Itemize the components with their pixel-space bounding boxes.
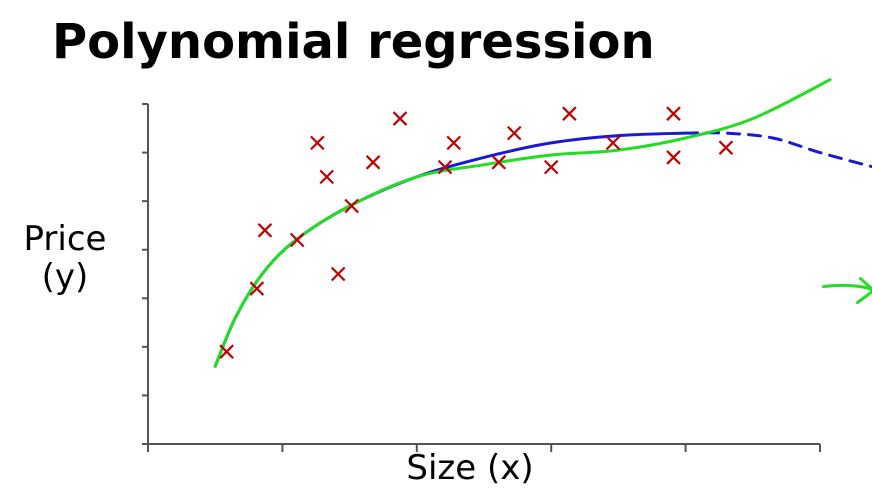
- data-point-stroke: [491, 155, 507, 170]
- data-point-stroke: [666, 106, 681, 121]
- data-point-marker: [437, 159, 453, 175]
- data-point-stroke: [257, 223, 273, 238]
- data-point-stroke: [437, 159, 453, 175]
- data-point-marker: [666, 150, 681, 165]
- data-point-stroke: [562, 106, 577, 121]
- data-point-stroke: [344, 198, 359, 214]
- data-point-marker: [666, 106, 681, 121]
- data-point-marker: [605, 135, 621, 151]
- data-point-stroke: [365, 155, 381, 170]
- data-point-marker: [506, 125, 522, 141]
- data-point-marker: [491, 155, 507, 170]
- data-point-marker: [446, 135, 462, 151]
- data-point-marker: [543, 159, 559, 175]
- data-point-stroke: [319, 169, 335, 185]
- data-point-stroke: [506, 125, 522, 141]
- data-point-stroke: [718, 140, 734, 155]
- data-point-stroke: [330, 266, 346, 282]
- data-point-stroke: [446, 135, 462, 151]
- data-point-marker: [219, 344, 234, 359]
- x-axis-label: Size (x): [406, 448, 534, 488]
- fit-curve-3: [213, 78, 832, 368]
- data-point-marker: [718, 140, 734, 155]
- data-point-stroke: [666, 150, 681, 165]
- data-point-marker: [310, 135, 325, 151]
- y-axis-label: Price (y): [10, 220, 120, 296]
- data-point-marker: [319, 169, 335, 185]
- data-point-marker: [289, 232, 305, 248]
- y-axis-label-line-1: Price: [23, 219, 107, 259]
- data-points: [219, 106, 734, 359]
- data-point-marker: [257, 223, 273, 238]
- fit-curve-2: [684, 131, 872, 169]
- data-point-marker: [392, 111, 408, 126]
- data-point-stroke: [249, 281, 265, 296]
- chart-title: Polynomial regression: [52, 14, 655, 70]
- data-point-stroke: [219, 344, 234, 359]
- data-point-marker: [365, 155, 381, 170]
- data-point-marker: [330, 266, 346, 282]
- data-point-stroke: [310, 135, 325, 151]
- data-point-marker: [249, 281, 265, 296]
- data-point-marker: [344, 198, 359, 214]
- hand-drawn-arrow: [822, 277, 872, 305]
- data-point-stroke: [392, 111, 408, 126]
- data-point-marker: [562, 106, 577, 121]
- y-axis-label-line-2: (y): [41, 257, 89, 297]
- annotations: [822, 277, 872, 305]
- axes: [142, 103, 821, 452]
- data-point-stroke: [605, 135, 621, 151]
- data-point-stroke: [543, 159, 559, 175]
- fit-curves: [213, 78, 872, 368]
- data-point-stroke: [289, 232, 305, 248]
